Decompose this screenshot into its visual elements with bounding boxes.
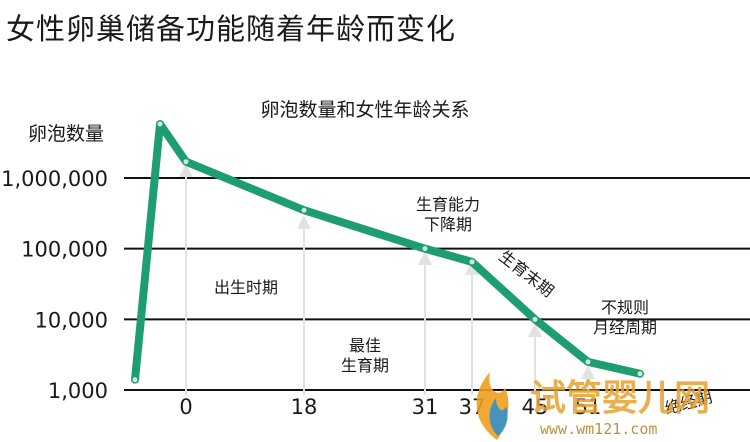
flame-inner-icon bbox=[489, 398, 508, 436]
annotation-line: 下降期 bbox=[424, 215, 472, 234]
watermark-logo: 试管婴儿网 www.wm121.com bbox=[476, 372, 710, 440]
annotation-line: 不规则 bbox=[601, 298, 649, 317]
y-tick-label: 1,000 bbox=[48, 379, 108, 403]
data-point bbox=[301, 207, 307, 213]
page-title: 女性卵巢储备功能随着年龄而变化 bbox=[6, 12, 457, 46]
annotation-line: 出生时期 bbox=[214, 278, 278, 297]
data-point bbox=[585, 359, 591, 365]
y-tick-labels: 1,000 10,000 100,000 1,000,000 bbox=[1, 167, 108, 403]
annotation-line: 生育能力 bbox=[416, 195, 480, 214]
data-point bbox=[183, 159, 189, 165]
watermark-brand: 试管婴儿网 bbox=[530, 377, 710, 419]
data-point bbox=[469, 259, 475, 265]
data-point bbox=[422, 246, 428, 252]
annotation-line: 最佳 bbox=[349, 336, 381, 355]
y-tick-label: 100,000 bbox=[21, 238, 108, 262]
period-annotation: 生育能力下降期 bbox=[416, 195, 480, 234]
data-point bbox=[157, 121, 163, 127]
data-point bbox=[637, 371, 643, 377]
period-annotation: 最佳生育期 bbox=[341, 336, 389, 375]
data-point bbox=[532, 316, 538, 322]
period-annotation: 出生时期 bbox=[214, 278, 278, 297]
y-tick-label: 1,000,000 bbox=[1, 167, 108, 191]
x-tick-label: 0 bbox=[179, 395, 192, 419]
x-tick-label: 18 bbox=[291, 395, 318, 419]
data-point bbox=[132, 377, 138, 383]
annotation-line: 月经周期 bbox=[593, 318, 657, 337]
watermark-url: www.wm121.com bbox=[540, 420, 657, 438]
x-tick-label: 45 bbox=[522, 395, 549, 419]
series-layer bbox=[131, 120, 644, 384]
period-arrows bbox=[179, 163, 595, 395]
period-annotation: 不规则月经周期 bbox=[593, 298, 657, 337]
series-line bbox=[131, 120, 644, 384]
x-tick-label: 31 bbox=[412, 395, 439, 419]
chart-title: 卵泡数量和女性年龄关系 bbox=[260, 99, 469, 121]
x-tick-label: 51 bbox=[575, 395, 602, 419]
annotation-line: 生育期 bbox=[341, 356, 389, 375]
y-tick-label: 10,000 bbox=[35, 308, 108, 332]
y-axis-label: 卵泡数量 bbox=[28, 123, 104, 145]
